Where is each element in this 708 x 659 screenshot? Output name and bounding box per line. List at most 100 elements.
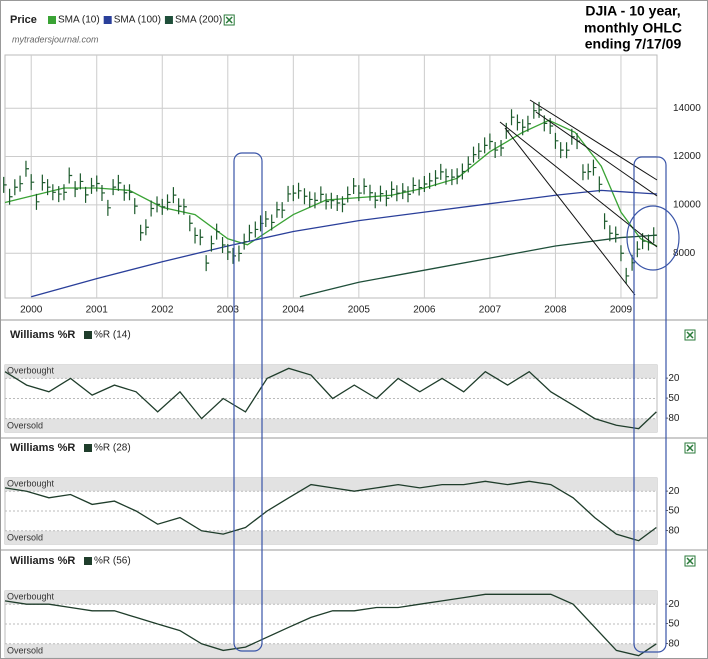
legend-label: %R (56) [94, 556, 131, 567]
price-bar [172, 187, 177, 204]
price-bar [63, 184, 67, 201]
price-bar [254, 221, 259, 238]
price-bar [145, 219, 149, 236]
price-bar [79, 173, 84, 190]
price-bar [478, 143, 482, 160]
wr-line [4, 367, 657, 430]
price-bar [467, 156, 472, 173]
legend-swatch [84, 557, 92, 565]
zone-label: Overbought [7, 365, 55, 375]
price-bar [489, 133, 493, 150]
price-bar [112, 179, 117, 196]
panel-label: Price [10, 14, 37, 26]
price-bar [107, 199, 111, 216]
price-bar [582, 164, 586, 181]
price-bar [19, 175, 24, 192]
price-bar [292, 185, 297, 202]
zone-label: Overbought [7, 591, 55, 601]
price-bar [592, 159, 597, 176]
price-bar [161, 198, 166, 215]
price-bar [314, 192, 318, 209]
price-bar [461, 163, 466, 180]
legend-swatch [48, 16, 56, 24]
x-tick-label: 2000 [20, 305, 43, 316]
price-bar [353, 177, 357, 194]
legend-swatch [84, 331, 92, 339]
price-bar [402, 183, 406, 200]
panel-label: Williams %R [10, 329, 75, 341]
y-tick-label: 12000 [673, 151, 701, 162]
legend-label: %R (28) [94, 443, 131, 454]
x-tick-label: 2001 [86, 305, 109, 316]
price-bar [46, 179, 51, 196]
price-bar [516, 114, 521, 131]
price-bar [510, 109, 515, 126]
price-bar [41, 174, 46, 191]
price-bar [527, 115, 531, 132]
price-bar [538, 101, 543, 118]
close-icon [225, 16, 233, 24]
price-bar [68, 167, 73, 184]
price-bar [3, 176, 7, 193]
legend-swatch [164, 16, 173, 24]
price-bar [189, 215, 193, 232]
close-icon [686, 444, 694, 452]
price-bar [58, 186, 62, 203]
price-bar [620, 245, 624, 262]
price-bar [297, 182, 302, 199]
price-bar [625, 267, 630, 284]
zone-label: Oversold [7, 532, 43, 542]
price-bar [396, 185, 400, 202]
price-bar [281, 202, 286, 219]
price-bar [472, 146, 477, 163]
price-bar [565, 142, 570, 159]
price-bar [325, 193, 330, 210]
price-bar [265, 211, 269, 228]
price-bar [587, 163, 592, 180]
y-tick-label: -20 [665, 486, 680, 497]
price-bar [358, 185, 362, 202]
annotations [233, 152, 680, 653]
legend-label: %R (14) [94, 330, 131, 341]
y-tick-label: -20 [665, 599, 680, 610]
trend-line [529, 99, 658, 181]
price-bar [379, 185, 384, 202]
price-bar [522, 119, 526, 136]
x-tick-label: 2008 [544, 305, 567, 316]
sma-line [31, 189, 658, 298]
trend-line [504, 127, 636, 296]
price-bar [412, 177, 417, 194]
panel-label: Williams %R [10, 555, 75, 567]
sma-line [299, 234, 658, 298]
price-bar [74, 181, 79, 198]
price-bar [549, 117, 554, 134]
legend-label: SMA (100) [114, 15, 161, 26]
price-bar [309, 191, 313, 208]
price-bar [560, 142, 564, 159]
highlight-box [633, 156, 667, 653]
price-bar [456, 168, 461, 185]
watermark: mytradersjournal.com [12, 34, 99, 44]
title-box [560, 2, 706, 52]
price-bar [303, 188, 308, 205]
price-bar [636, 241, 641, 258]
price-bar [8, 188, 13, 205]
price-bar [90, 177, 95, 194]
price-bar [434, 170, 439, 187]
price-bar [35, 193, 40, 210]
price-bar [150, 200, 155, 217]
price-bar [554, 132, 559, 149]
price-bar [216, 223, 220, 240]
price-bar [533, 102, 537, 119]
oversold-zone [5, 643, 657, 657]
price-bar [134, 198, 138, 215]
x-tick-label: 2002 [151, 305, 174, 316]
price-bar [210, 235, 215, 252]
price-bar [227, 243, 231, 260]
x-tick-label: 2003 [217, 305, 240, 316]
y-tick-label: 10000 [673, 200, 701, 211]
y-tick-label: -80 [665, 525, 680, 536]
trend-line [535, 111, 658, 197]
price-bar [25, 160, 29, 177]
